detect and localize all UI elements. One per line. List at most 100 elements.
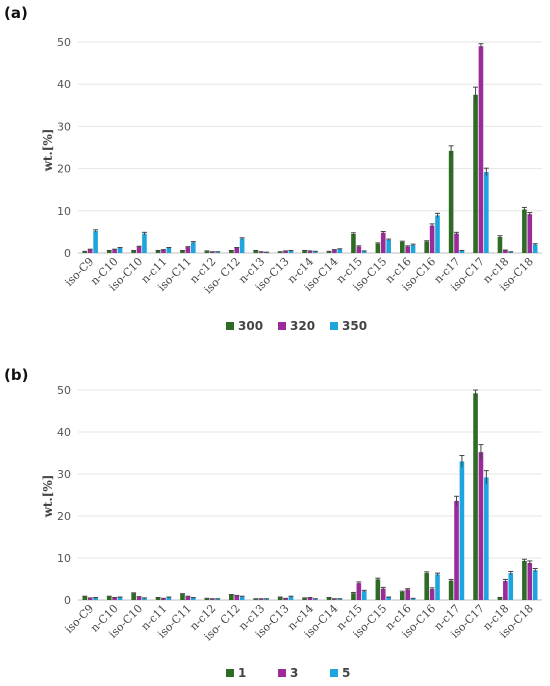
panel-b-bar-1-6 [229, 594, 234, 600]
panel-b-bar-3-4 [185, 596, 191, 600]
panel-b-bar-1-9 [302, 598, 307, 600]
panel-a-legend-label-300: 300 [238, 319, 263, 333]
panel-b-bar-1-13 [399, 592, 405, 600]
panel-b-bar-1-2 [131, 593, 136, 600]
panel-b-bar-1-3 [155, 597, 161, 600]
panel-b-bar-1-16 [473, 393, 478, 600]
panel-b-bar-5-3 [166, 597, 172, 600]
panel-b-bar-1-0 [82, 596, 88, 600]
panel-a-legend-label-320: 320 [290, 319, 315, 333]
panel-a-bar-300-6 [229, 250, 234, 253]
panel-a-bar-300-11 [351, 234, 356, 253]
panel-b-label: (b) [4, 366, 28, 384]
panel-b-y-tick-label: 0 [64, 594, 71, 607]
panel-a-bar-320-9 [307, 251, 313, 253]
panel-a-bar-300-14 [424, 241, 430, 253]
panel-b-legend-swatch-3 [278, 669, 286, 677]
panel-b-bar-5-0 [93, 597, 98, 600]
panel-b-bar-3-18 [527, 563, 533, 600]
panel-b-bar-3-11 [356, 583, 362, 600]
panel-a-legend-label-350: 350 [342, 319, 367, 333]
panel-b-legend-swatch-5 [330, 669, 338, 677]
panel-b-bar-5-6 [239, 596, 245, 600]
panel-b-bar-3-2 [136, 597, 142, 600]
panel-a-bar-300-16 [473, 94, 478, 253]
panel-b-category-label: iso-C9 [62, 602, 96, 636]
panel-b-bar-5-14 [435, 574, 440, 600]
panel-b-bar-1-18 [522, 560, 527, 600]
panel-a-bar-320-15 [454, 233, 459, 253]
panel-a-bar-350-8 [288, 250, 294, 253]
panel-a-bar-300-3 [155, 250, 161, 253]
panel-a-bar-350-14 [435, 215, 440, 253]
panel-a-bar-320-4 [185, 247, 191, 253]
panel-a-y-tick-label: 0 [64, 247, 71, 260]
panel-a-bar-350-6 [239, 238, 245, 253]
panel-a-bar-350-18 [532, 244, 538, 253]
panel-a-bar-320-14 [429, 225, 435, 253]
panel-b-bar-5-18 [532, 570, 538, 600]
panel-b-bar-1-15 [448, 580, 454, 600]
panel-a-bar-350-9 [313, 251, 318, 253]
panel-a-bar-320-10 [332, 250, 337, 253]
panel-b-bar-3-1 [112, 597, 117, 600]
panel-a-label: (a) [4, 4, 28, 22]
panel-a-bar-320-17 [503, 250, 508, 253]
panel-a-bar-350-12 [386, 239, 391, 253]
panel-b-bar-3-8 [283, 598, 288, 600]
panel-b-y-tick-label: 40 [57, 426, 71, 439]
panel-a-y-axis-label: wt.[%] [41, 129, 55, 173]
panel-b-bar-3-16 [478, 452, 484, 600]
panel-a-bar-300-0 [82, 251, 88, 253]
panel-a-bar-320-13 [405, 246, 410, 253]
panel-a-bar-300-4 [180, 250, 185, 253]
panel-b-bar-3-12 [380, 588, 386, 600]
panel-a-bar-320-0 [87, 249, 93, 253]
panel-b-bar-1-10 [326, 597, 332, 600]
panel-b-bar-1-5 [204, 598, 210, 600]
panel-a-bar-320-2 [136, 246, 142, 253]
panel-a-bar-300-13 [399, 242, 405, 253]
panel-a-y-tick-label: 50 [57, 36, 71, 49]
panel-a-bar-350-10 [337, 249, 343, 253]
panel-a-bar-320-1 [112, 249, 117, 253]
panel-b-bar-5-15 [459, 461, 465, 600]
panel-b-bar-5-4 [190, 597, 196, 600]
panel-a-bar-300-7 [253, 250, 259, 253]
panel-a-legend-swatch-350 [330, 322, 338, 330]
panel-b-y-tick-label: 10 [57, 552, 71, 565]
panel-a-bar-300-12 [375, 243, 381, 253]
panel-a-legend-swatch-320 [278, 322, 286, 330]
panel-b-bar-5-13 [410, 598, 416, 600]
panel-b-bar-1-11 [351, 593, 356, 600]
panel-b-bar-3-6 [234, 595, 240, 600]
panel-a-bar-320-6 [234, 247, 240, 253]
panel-a-y-tick-label: 20 [57, 163, 71, 176]
panel-a-y-tick-label: 30 [57, 120, 71, 133]
panel-b-bar-3-15 [454, 500, 459, 600]
panel-a-bar-320-3 [161, 250, 166, 253]
panel-b-bar-5-17 [508, 573, 514, 600]
panel-a-bar-350-15 [459, 250, 465, 253]
panel-b-bar-5-2 [142, 598, 147, 600]
panel-a-bar-350-3 [166, 247, 172, 253]
panel-a-bar-350-4 [190, 242, 196, 253]
panel-a-bar-300-10 [326, 251, 332, 253]
panel-b-bar-3-14 [429, 589, 435, 600]
panel-b-bar-5-11 [361, 591, 367, 600]
panel-b-y-axis-label: wt.[%] [41, 475, 55, 519]
panel-a-bar-350-11 [361, 251, 367, 253]
panel-a-bar-320-11 [356, 246, 362, 253]
panel-b-y-tick-label: 20 [57, 510, 71, 523]
panel-b-legend-label-1: 1 [238, 666, 246, 680]
panel-b-bar-5-16 [484, 477, 489, 600]
panel-a-y-tick-label: 10 [57, 205, 71, 218]
panel-a-bar-350-2 [142, 233, 147, 253]
panel-a-bar-320-8 [283, 251, 288, 253]
panel-a-bar-320-12 [380, 232, 386, 253]
panel-b-bar-1-8 [277, 597, 283, 600]
panel-b-bar-3-3 [161, 598, 166, 600]
panel-a-bar-320-16 [478, 46, 484, 253]
panel-b-bar-1-14 [424, 573, 430, 600]
